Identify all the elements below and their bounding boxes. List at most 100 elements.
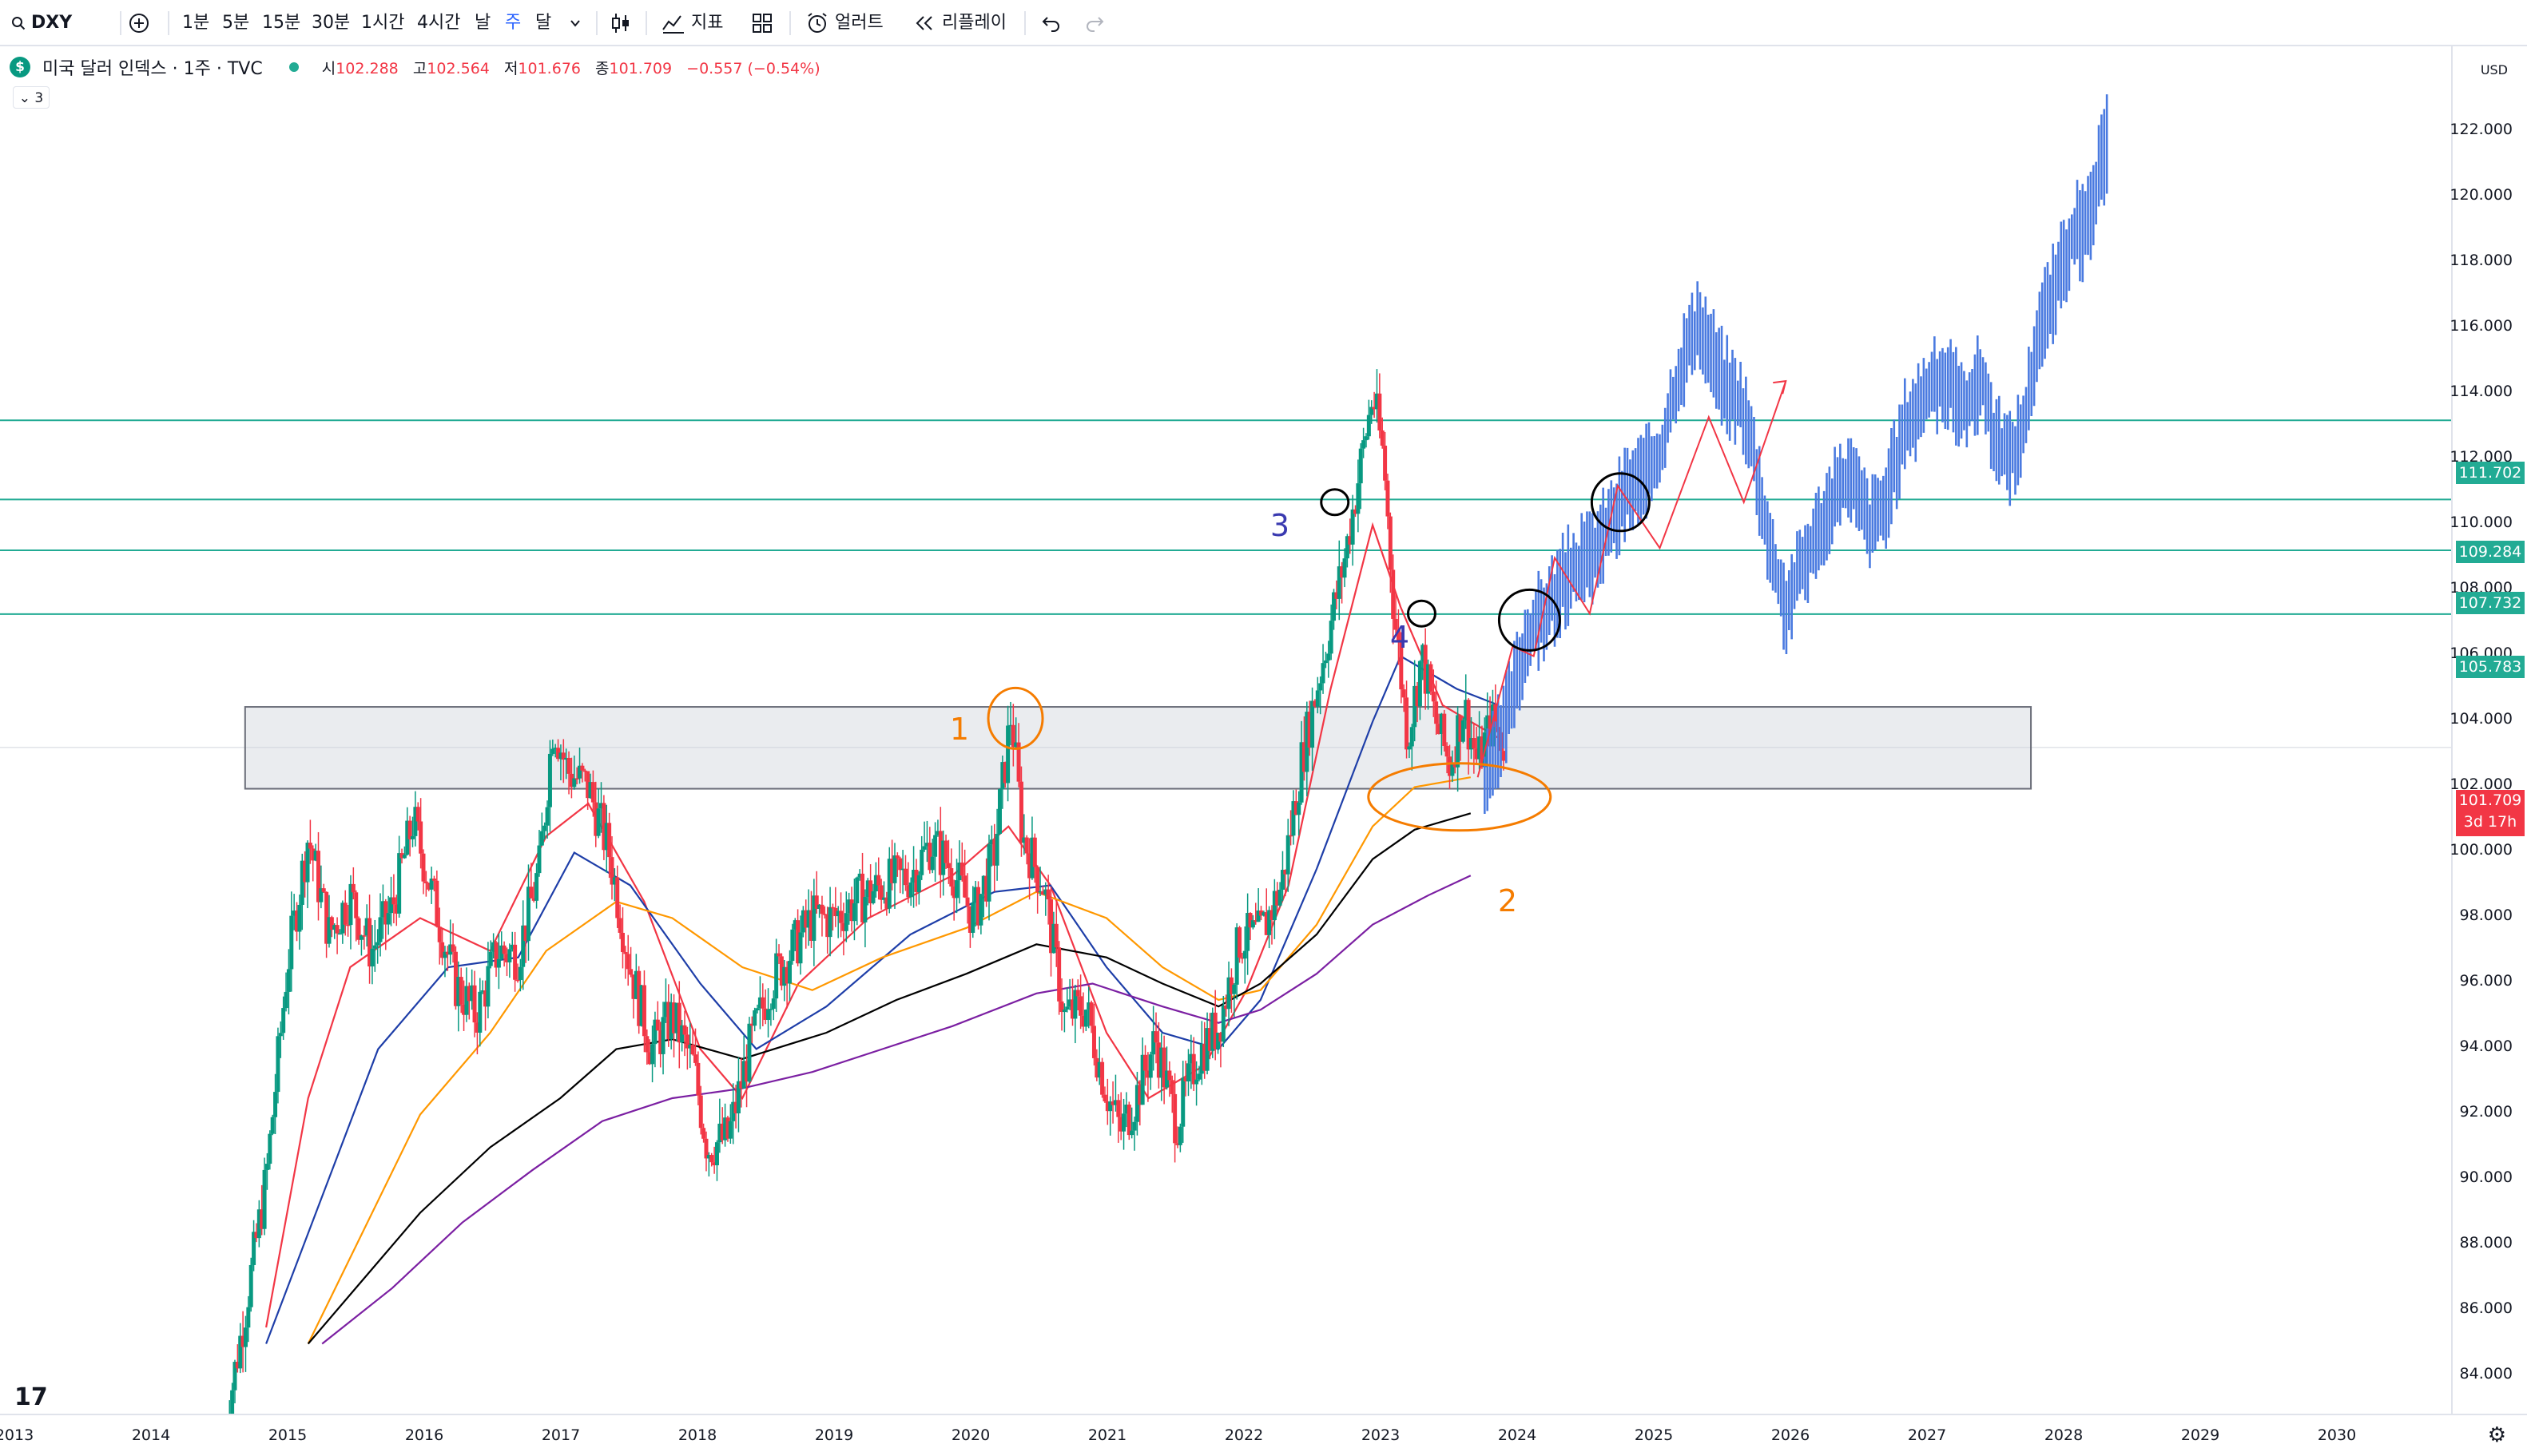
candle-body (1173, 1093, 1178, 1144)
candle-body (747, 1023, 752, 1082)
candle-body (857, 873, 862, 878)
price-scale[interactable]: USD 122.000 120.000 118.000 116.000 114.… (2450, 46, 2527, 1414)
indicators-toggle[interactable]: ⌄ 3 (13, 86, 50, 109)
candle-body (1199, 1043, 1204, 1074)
interval-30m[interactable]: 30분 (312, 13, 351, 33)
candle-body (777, 953, 781, 957)
interval-1h[interactable]: 1시간 (361, 13, 405, 33)
candle-body (462, 1004, 467, 1015)
candle-body (451, 944, 455, 952)
candle-body (1448, 756, 1452, 776)
candle-body (774, 953, 779, 999)
time-axis[interactable]: 2013 2014 2015 2016 2017 2018 2019 2020 … (0, 1414, 2527, 1456)
interval-month[interactable]: 달 (535, 13, 552, 33)
candle-body (723, 1117, 728, 1141)
candle-body (1156, 1042, 1161, 1078)
candle-body (332, 925, 337, 930)
candle-body (537, 845, 542, 874)
interval-1m[interactable]: 1분 (182, 13, 210, 33)
candle-body (992, 839, 997, 866)
undo-button[interactable] (1040, 0, 1063, 46)
chart-type-button[interactable] (610, 0, 631, 46)
price-chart[interactable] (0, 46, 2451, 1414)
candle-body (1016, 742, 1021, 782)
candle-body (1075, 990, 1080, 997)
interval-4h[interactable]: 4시간 (417, 13, 461, 33)
candle-body (1006, 725, 1011, 784)
candle-body (997, 789, 1002, 835)
candle-body (413, 807, 418, 836)
alert-button[interactable]: 얼러트 (805, 0, 884, 46)
compare-symbol-button[interactable] (128, 0, 150, 46)
candle-body (553, 748, 558, 749)
candle-body (1358, 448, 1363, 484)
tradingview-logo[interactable]: 17 (14, 1383, 48, 1411)
candle-body (264, 1164, 269, 1170)
moving-average-purple (321, 875, 1472, 1345)
candle-body (1267, 910, 1272, 935)
candle-body (984, 875, 989, 902)
candle-body (693, 1054, 698, 1063)
candle-body (586, 771, 590, 799)
candle-body (944, 840, 948, 863)
candle-body (502, 945, 507, 954)
gear-icon[interactable]: ⚙ (2487, 1423, 2506, 1447)
candle-body (443, 951, 447, 958)
price-tick: 92.000 (2459, 1103, 2513, 1121)
candle-body (372, 945, 377, 949)
layouts-button[interactable] (751, 0, 773, 46)
candle-body (1019, 781, 1023, 843)
candle-body (590, 782, 595, 803)
candle-body (1423, 645, 1428, 694)
redo-button[interactable] (1083, 0, 1106, 46)
candle-body (262, 1169, 267, 1229)
annotation-circle-2 (1367, 762, 1552, 832)
candle-body (1087, 1002, 1091, 1010)
candle-body (938, 831, 943, 875)
candle-body (704, 1138, 709, 1159)
candle-body (753, 1010, 757, 1026)
candle-body (620, 932, 625, 953)
candle-body (1350, 509, 1355, 545)
candle-body (327, 917, 332, 944)
time-tick: 2023 (1361, 1426, 1401, 1444)
candle-body (682, 1025, 687, 1035)
candle-body (1366, 415, 1371, 437)
candle-body (1248, 913, 1253, 928)
candle-body (739, 1081, 744, 1089)
candle-body (1059, 1001, 1064, 1013)
plus-circle-icon (129, 14, 149, 33)
candle-body (582, 770, 587, 772)
interval-day[interactable]: 날 (475, 13, 491, 33)
candle-body (928, 843, 932, 871)
interval-dropdown[interactable] (569, 0, 582, 46)
market-status-icon (288, 62, 299, 72)
candle-body (833, 907, 838, 917)
candle-body (1353, 509, 1358, 514)
candle-body (300, 860, 304, 905)
candle-body (1238, 927, 1242, 958)
candle-body (674, 1002, 679, 1033)
interval-15m[interactable]: 15분 (262, 13, 301, 33)
candle-body (588, 782, 593, 799)
candle-body (431, 879, 436, 881)
interval-week[interactable]: 주 (505, 13, 522, 33)
candle-body (1207, 1028, 1212, 1051)
time-tick: 2017 (541, 1426, 581, 1444)
candle-body (1458, 715, 1463, 742)
currency-label[interactable]: USD (2480, 62, 2508, 77)
candle-body (1377, 393, 1382, 430)
open-label: 시 (321, 59, 336, 77)
interval-5m[interactable]: 5분 (222, 13, 250, 33)
candle-body (1442, 713, 1447, 747)
price-tick: 112.000 (2450, 448, 2513, 466)
candle-body (423, 881, 428, 883)
candle-body (1464, 700, 1468, 720)
time-tick: 2030 (2317, 1426, 2357, 1444)
candle-body (564, 757, 569, 760)
candle-body (900, 868, 905, 871)
candle-body (1234, 927, 1239, 985)
replay-button[interactable]: 리플레이 (914, 0, 1007, 46)
symbol-search[interactable]: DXY (11, 0, 72, 46)
indicators-button[interactable]: 지표 (662, 0, 723, 46)
